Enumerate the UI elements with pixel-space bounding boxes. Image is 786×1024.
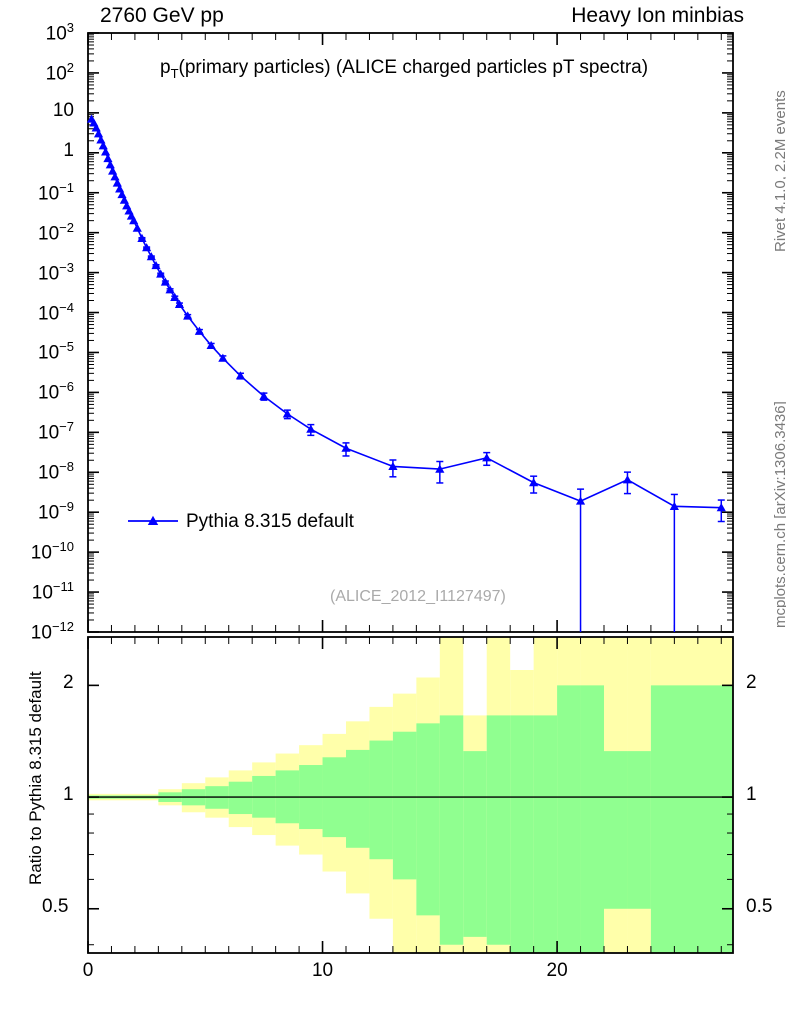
main-y-tick-label: 10−4 xyxy=(38,299,74,324)
plot-title: pT(primary particles) (ALICE charged par… xyxy=(160,57,648,81)
data-point-marker xyxy=(93,129,104,138)
data-point-marker xyxy=(142,243,152,252)
ratio-band-segment xyxy=(486,715,511,945)
data-point-marker xyxy=(160,277,170,286)
main-y-tick-label: 1 xyxy=(63,139,74,161)
data-point-marker xyxy=(151,260,161,270)
ratio-y-tick-label-right: 0.5 xyxy=(746,895,773,917)
data-point-marker xyxy=(235,371,246,380)
data-point-marker xyxy=(575,496,586,505)
data-point-marker xyxy=(103,153,113,163)
ratio-band-segment xyxy=(650,685,733,953)
analysis-id-watermark: (ALICE_2012_I1127497) xyxy=(330,588,506,605)
ratio-y-tick-label: 2 xyxy=(63,672,74,694)
main-y-axis-labels: 103 102 10 1 10−1 10−2 10−3 10−4 10−5 10−6 10−7 10−… xyxy=(0,0,84,1024)
ratio-band-segment xyxy=(604,751,628,909)
data-point-marker xyxy=(100,147,111,156)
data-point-marker xyxy=(183,311,193,320)
data-point-marker xyxy=(529,478,539,487)
data-point-marker xyxy=(98,141,108,150)
ratio-band-segment xyxy=(627,751,651,909)
data-point-marker xyxy=(259,391,269,400)
main-y-tick-label: 10−5 xyxy=(38,339,74,364)
ratio-band-segment xyxy=(439,715,464,945)
data-point-marker xyxy=(218,353,228,362)
data-point-marker xyxy=(105,160,115,169)
ratio-band-segment xyxy=(346,749,370,848)
main-y-tick-label: 10−2 xyxy=(38,219,74,244)
main-y-tick-label: 10 xyxy=(52,99,74,121)
main-y-tick-label: 10−6 xyxy=(38,379,74,404)
data-point-marker xyxy=(137,233,147,242)
ratio-y-tick-label: 0.5 xyxy=(42,895,69,917)
data-point-marker xyxy=(716,503,726,512)
data-point-marker xyxy=(174,299,185,308)
plot-title-symbol: p xyxy=(160,57,171,78)
data-point-marker xyxy=(146,252,156,261)
main-y-tick-label: 10−9 xyxy=(38,499,74,524)
x-tick-label: 10 xyxy=(311,960,334,981)
data-point-marker xyxy=(435,464,445,473)
data-point-marker xyxy=(341,443,351,452)
ratio-band-segment xyxy=(228,781,253,815)
x-tick-label: 20 xyxy=(546,960,568,981)
data-point-marker xyxy=(482,453,492,462)
main-y-tick-label: 10−10 xyxy=(30,539,74,564)
header-beam-label: 2760 GeV pp xyxy=(100,4,224,27)
data-point-marker xyxy=(110,172,120,181)
data-point-marker xyxy=(170,292,180,301)
ratio-band-segment xyxy=(580,685,604,953)
ratio-y-tick-label-right: 1 xyxy=(746,784,757,806)
error-bars xyxy=(138,236,725,632)
ratio-band-segment xyxy=(510,715,534,953)
plot-title-rest: (primary particles) (ALICE charged parti… xyxy=(178,57,649,78)
legend-entry-label: Pythia 8.315 default xyxy=(186,511,354,532)
ratio-y-ticks xyxy=(88,684,733,946)
ratio-y-tick-label-right: 2 xyxy=(746,672,757,694)
main-y-tick-label: 10−11 xyxy=(31,579,74,604)
header-process-label: Heavy Ion minbias xyxy=(571,4,744,27)
ratio-band-segment xyxy=(392,731,417,880)
legend-marker xyxy=(147,515,159,526)
data-series-markers xyxy=(86,114,726,512)
main-y-tick-label: 102 xyxy=(45,59,74,85)
data-point-marker xyxy=(165,285,175,294)
data-point-marker xyxy=(129,216,139,225)
main-y-tick-label: 10−12 xyxy=(30,619,74,644)
data-point-marker xyxy=(132,223,142,232)
main-panel-frame xyxy=(87,32,734,633)
data-point-marker xyxy=(622,475,633,484)
data-point-marker xyxy=(388,461,398,471)
data-point-marker xyxy=(306,424,316,433)
ratio-band-segment xyxy=(416,723,440,916)
data-point-marker xyxy=(156,269,166,278)
ratio-band-segment xyxy=(369,740,393,860)
x-tick-label: 0 xyxy=(82,960,94,981)
main-y-tick-label: 10−1 xyxy=(38,179,74,205)
ratio-panel-frame xyxy=(87,636,734,954)
ratio-band-segment xyxy=(557,685,581,953)
main-y-tick-label: 10−3 xyxy=(38,259,74,284)
ratio-y-tick-label: 1 xyxy=(63,784,74,806)
ratio-band-segment xyxy=(533,715,558,953)
main-y-tick-label: 10−7 xyxy=(38,419,74,444)
plot-title-subscript: T xyxy=(170,65,179,81)
data-point-marker xyxy=(206,340,216,350)
data-point-marker xyxy=(282,409,292,418)
data-point-marker xyxy=(194,326,205,335)
main-y-tick-label: 10−8 xyxy=(38,459,74,484)
main-y-tick-label: 103 xyxy=(45,20,74,45)
data-point-marker xyxy=(669,501,679,510)
ratio-band-segment xyxy=(463,751,487,937)
data-series-line xyxy=(90,118,722,509)
main-y-ticks xyxy=(88,32,733,633)
